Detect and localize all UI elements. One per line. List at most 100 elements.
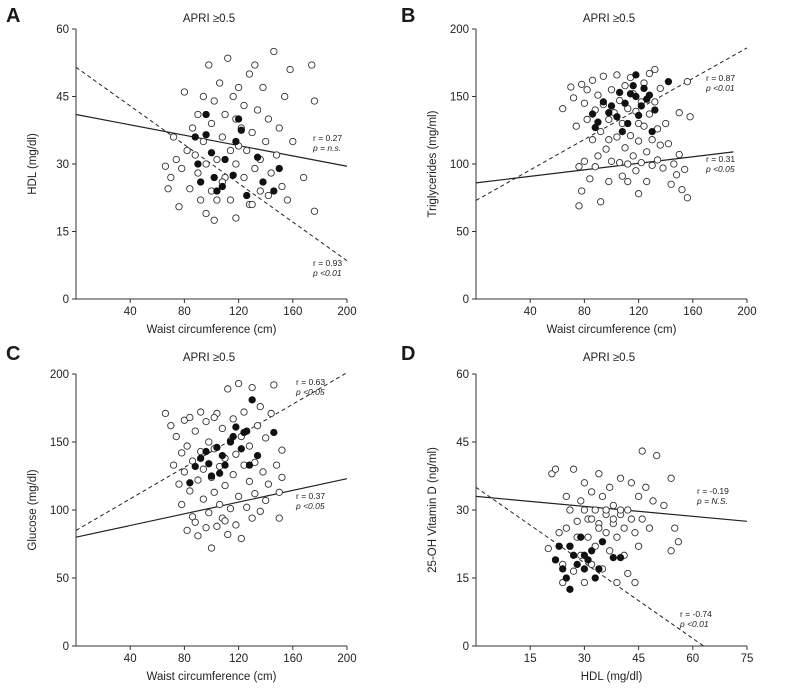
data-point-filled: [270, 187, 278, 195]
data-point-open: [240, 173, 248, 182]
data-point-open: [215, 79, 224, 87]
y-tick-label: 150: [450, 92, 469, 104]
data-point-filled: [629, 82, 637, 90]
data-point-open: [224, 530, 232, 539]
data-point-filled: [569, 551, 578, 559]
data-point-open: [245, 70, 254, 78]
data-point-open: [640, 122, 648, 130]
data-point-open: [578, 80, 586, 89]
data-point-open: [186, 413, 194, 422]
data-point-filled: [202, 447, 210, 456]
data-point-open: [602, 506, 610, 514]
data-point-filled: [588, 110, 597, 118]
data-point-filled: [587, 547, 596, 555]
x-tick-label: 160: [283, 306, 302, 318]
data-point-open: [167, 422, 175, 430]
data-point-open: [191, 151, 199, 159]
data-point-open: [218, 133, 226, 141]
data-point-open: [616, 506, 625, 514]
data-point-filled: [237, 445, 245, 453]
data-point-filled: [221, 461, 229, 469]
data-point-filled: [651, 106, 659, 114]
data-point-open: [569, 567, 578, 575]
data-point-open: [232, 160, 240, 168]
data-point-filled: [243, 191, 251, 200]
x-tick-label: 45: [632, 653, 645, 665]
data-point-open: [169, 133, 178, 141]
data-point-open: [572, 122, 580, 130]
data-point-open: [308, 61, 316, 69]
data-point-open: [588, 136, 597, 144]
data-point-open: [645, 69, 654, 78]
data-point-filled: [577, 533, 585, 541]
y-tick-label: 200: [450, 24, 469, 36]
data-point-filled: [551, 556, 560, 564]
data-point-open: [594, 152, 602, 160]
data-point-filled: [275, 164, 283, 173]
data-point-open: [670, 160, 678, 168]
data-point-filled: [615, 88, 624, 97]
data-point-open: [210, 488, 218, 496]
data-point-open: [232, 450, 240, 458]
x-axis-label: Waist circumference (cm): [147, 671, 277, 683]
data-point-filled: [259, 178, 267, 186]
data-point-open: [659, 164, 667, 172]
panel-c: C APRI ≥0.5 40 80 120 160 200 0 50 100 150 200 Waist…: [6, 343, 357, 683]
data-point-open: [544, 544, 552, 553]
data-point-filled: [609, 553, 617, 562]
data-point-open: [248, 383, 256, 392]
data-point-open: [605, 136, 613, 144]
data-point-open: [256, 507, 264, 516]
data-point-open: [197, 196, 205, 204]
data-point-open: [597, 127, 605, 136]
data-point-open: [624, 506, 632, 514]
x-tick-label: 40: [124, 306, 137, 318]
data-point-open: [575, 163, 583, 171]
panel-letter: C: [6, 343, 20, 365]
data-point-open: [627, 515, 636, 523]
data-point-open: [218, 424, 226, 433]
data-point-open: [562, 524, 570, 532]
data-point-open: [172, 432, 180, 441]
data-point-open: [272, 151, 281, 159]
data-point-open: [224, 54, 232, 62]
data-point-open: [234, 379, 243, 388]
data-point-open: [207, 544, 216, 552]
data-point-open: [587, 515, 596, 523]
regression-line-dashed: [475, 47, 748, 201]
data-point-open: [634, 190, 643, 198]
data-point-open: [626, 131, 635, 140]
data-point-filled: [210, 173, 218, 182]
data-point-filled: [229, 432, 237, 441]
data-point-filled: [213, 443, 221, 452]
data-point-filled: [559, 565, 567, 573]
data-point-filled: [599, 98, 608, 106]
x-tick-label: 160: [683, 306, 702, 318]
data-point-open: [202, 417, 210, 426]
data-point-open: [609, 501, 617, 510]
data-point-open: [232, 521, 240, 529]
data-point-filled: [253, 451, 262, 460]
data-point-open: [251, 490, 259, 498]
data-point-open: [194, 532, 202, 540]
data-point-open: [653, 451, 661, 460]
x-tick-label: 40: [124, 653, 137, 665]
x-axis-label: Waist circumference (cm): [147, 324, 277, 336]
regression-line-dashed: [475, 486, 704, 647]
data-point-open: [588, 76, 597, 84]
data-point-open: [616, 474, 625, 482]
y-axis-label: Triglycerides (mg/ml): [427, 110, 439, 217]
data-point-open: [275, 514, 283, 522]
data-point-open: [580, 506, 589, 514]
data-point-open: [683, 78, 692, 86]
data-point-filled: [584, 556, 592, 564]
data-point-open: [597, 198, 605, 206]
data-point-open: [634, 492, 643, 501]
data-point-filled: [243, 427, 251, 435]
y-tick-label: 0: [463, 294, 469, 306]
data-point-open: [270, 381, 278, 389]
data-point-open: [569, 465, 578, 473]
data-point-open: [167, 173, 175, 182]
data-point-filled: [221, 155, 229, 164]
data-point-open: [199, 137, 208, 146]
